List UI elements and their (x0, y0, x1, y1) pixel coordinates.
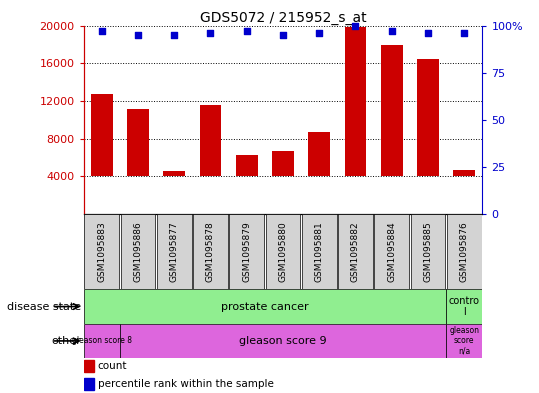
Text: prostate cancer: prostate cancer (221, 301, 309, 312)
Text: GSM1095884: GSM1095884 (387, 221, 396, 282)
Bar (411, 214, 445, 289)
Bar (302, 214, 337, 289)
Bar (453, 170, 475, 176)
Text: gleason score 8: gleason score 8 (72, 336, 132, 345)
Bar (84, 214, 119, 289)
Point (460, 30, 468, 36)
Bar (308, 132, 330, 176)
Text: GSM1095886: GSM1095886 (134, 221, 142, 282)
Bar (127, 110, 149, 176)
Text: GSM1095883: GSM1095883 (97, 221, 106, 282)
Text: GSM1095879: GSM1095879 (242, 221, 251, 282)
Bar (193, 214, 228, 289)
Text: count: count (98, 362, 127, 371)
Bar (447, 214, 482, 289)
Point (98, 28, 106, 34)
Bar (236, 155, 258, 176)
Bar (84, 378, 94, 390)
Bar (381, 45, 403, 176)
Bar (91, 94, 113, 176)
Bar (157, 214, 191, 289)
Text: GSM1095878: GSM1095878 (206, 221, 215, 282)
Bar (266, 214, 300, 289)
Text: gleason score 9: gleason score 9 (239, 336, 327, 346)
Point (351, 22, 360, 29)
Text: percentile rank within the sample: percentile rank within the sample (98, 379, 273, 389)
Bar (344, 28, 367, 176)
Bar (163, 171, 185, 176)
Text: GSM1095880: GSM1095880 (279, 221, 287, 282)
Point (388, 28, 396, 34)
Text: contro
l: contro l (449, 296, 480, 317)
Title: GDS5072 / 215952_s_at: GDS5072 / 215952_s_at (199, 11, 367, 24)
Bar (338, 214, 373, 289)
Point (279, 32, 287, 38)
Bar (272, 151, 294, 176)
Text: GSM1095885: GSM1095885 (424, 221, 432, 282)
Bar (121, 214, 155, 289)
Point (134, 32, 142, 38)
Point (315, 30, 323, 36)
Bar (446, 289, 482, 324)
Bar (199, 105, 222, 176)
Text: GSM1095877: GSM1095877 (170, 221, 179, 282)
Point (170, 32, 178, 38)
Text: gleason
score
n/a: gleason score n/a (450, 326, 479, 356)
Bar (446, 324, 482, 358)
Point (206, 30, 215, 36)
Bar (84, 324, 120, 358)
Bar (120, 324, 446, 358)
Text: GSM1095876: GSM1095876 (460, 221, 469, 282)
Point (424, 30, 432, 36)
Bar (84, 360, 94, 373)
Bar (229, 214, 264, 289)
Point (243, 28, 251, 34)
Bar (375, 214, 409, 289)
Bar (417, 59, 439, 176)
Text: GSM1095882: GSM1095882 (351, 221, 360, 282)
Text: other: other (51, 336, 81, 346)
Text: GSM1095881: GSM1095881 (315, 221, 324, 282)
Text: disease state: disease state (6, 301, 81, 312)
